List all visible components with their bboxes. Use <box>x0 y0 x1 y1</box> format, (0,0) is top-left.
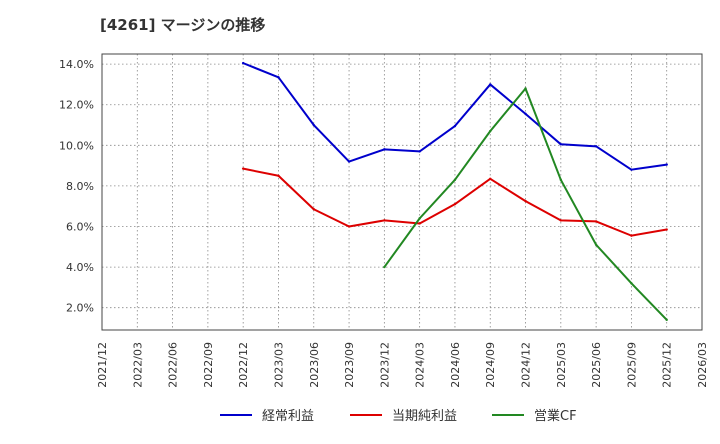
chart-title: [4261] マージンの推移 <box>100 16 266 34</box>
data-point <box>241 167 245 170</box>
plot-area <box>102 54 702 330</box>
data-point <box>594 145 598 148</box>
x-tick-label: 2024/09 <box>484 342 497 388</box>
data-point <box>630 234 633 237</box>
x-tick-label: 2023/09 <box>343 342 356 388</box>
data-point <box>241 61 245 65</box>
data-point <box>453 124 457 128</box>
data-point <box>559 178 563 182</box>
data-point <box>594 243 598 246</box>
data-point <box>312 123 315 127</box>
data-point <box>312 208 315 211</box>
data-point <box>418 222 421 225</box>
data-point <box>524 87 527 90</box>
data-point <box>559 219 563 222</box>
x-tick-label: 2022/12 <box>237 342 250 388</box>
x-tick-label: 2022/03 <box>131 342 144 388</box>
data-point <box>630 282 633 285</box>
y-tick-label: 4.0% <box>66 261 94 274</box>
y-tick-label: 14.0% <box>59 58 94 71</box>
x-tick-label: 2025/12 <box>661 342 674 388</box>
data-point <box>594 220 598 223</box>
plot-frame <box>101 53 703 331</box>
data-point <box>665 318 668 322</box>
data-point <box>383 265 386 269</box>
y-tick-label: 12.0% <box>59 99 94 112</box>
x-tick-label: 2024/03 <box>414 342 427 388</box>
legend-label-2: 当期純利益 <box>392 409 457 424</box>
data-point <box>665 163 668 166</box>
data-point <box>489 83 492 86</box>
data-point <box>277 174 280 177</box>
x-tick-label: 2023/03 <box>272 342 285 388</box>
x-tick-label: 2025/03 <box>555 342 568 388</box>
x-tick-label: 2023/06 <box>308 342 321 388</box>
x-tick-label: 2024/06 <box>449 342 462 388</box>
data-point <box>524 199 527 203</box>
data-point <box>453 178 457 182</box>
x-tick-label: 2021/12 <box>96 342 109 388</box>
data-point <box>347 160 351 163</box>
data-point <box>665 228 668 231</box>
data-point <box>277 76 280 79</box>
y-tick-label: 8.0% <box>66 180 94 193</box>
x-tick-label: 2022/09 <box>202 342 215 388</box>
data-point <box>418 217 421 220</box>
data-point <box>453 202 457 206</box>
data-point <box>630 168 633 171</box>
data-point <box>489 129 492 133</box>
data-point <box>383 219 386 222</box>
x-tick-label: 2023/12 <box>378 342 391 388</box>
data-point <box>489 177 492 181</box>
legend-label-3: 営業CF <box>534 408 577 424</box>
x-tick-label: 2022/06 <box>167 342 180 388</box>
data-point <box>418 150 421 153</box>
x-tick-label: 2026/03 <box>696 342 709 388</box>
data-point <box>559 143 563 146</box>
data-point <box>524 112 527 116</box>
x-tick-label: 2025/09 <box>625 342 638 388</box>
legend-label-1: 経常利益 <box>262 409 314 424</box>
y-tick-label: 10.0% <box>59 139 94 152</box>
data-point <box>347 225 351 228</box>
data-point <box>383 148 386 151</box>
x-tick-label: 2024/12 <box>520 342 533 388</box>
y-tick-label: 2.0% <box>66 302 94 315</box>
x-tick-label: 2025/06 <box>590 342 603 388</box>
y-tick-label: 6.0% <box>66 221 94 234</box>
